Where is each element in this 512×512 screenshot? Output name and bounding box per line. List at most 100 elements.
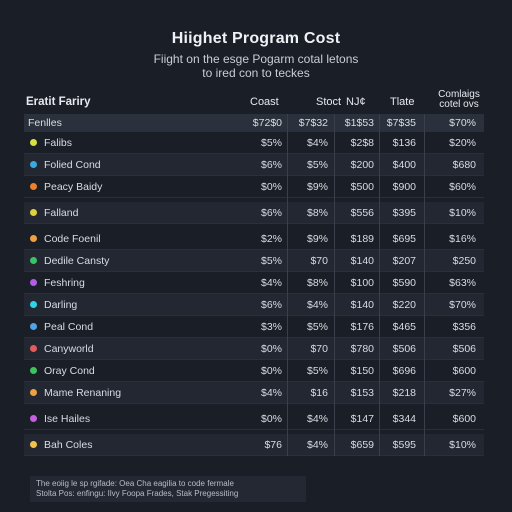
table-cell: $595 [392, 439, 416, 451]
table-row: Code Foenil $2% $9% $189 $695 $16% [24, 228, 484, 250]
row-label: Dedile Cansty [44, 255, 110, 267]
table-cell: $506 [392, 343, 416, 355]
row-label: Peal Cond [44, 321, 94, 333]
row-label: Code Foenil [44, 233, 101, 245]
table-cell: $465 [392, 321, 416, 333]
table-cell: $344 [392, 413, 416, 425]
table-cell: $100 [350, 277, 374, 289]
table-cell: $5% [260, 137, 282, 149]
row-label: Ise Hailes [44, 413, 91, 425]
row-label: Folied Cond [44, 159, 101, 171]
table-cell: $27% [449, 387, 476, 399]
table-cell: $506 [452, 343, 476, 355]
row-label: Darling [44, 299, 78, 311]
table-cell: $600 [452, 413, 476, 425]
table-cell: $680 [452, 159, 476, 171]
table-cell: $556 [350, 207, 374, 219]
table-row: Mame Renaning $4% $16 $153 $218 $27% [24, 382, 484, 404]
series-dot-icon [30, 345, 37, 352]
table-cell: $147 [350, 413, 374, 425]
summary-cell: $70% [449, 117, 476, 129]
table-cell: $16% [449, 233, 476, 245]
table-cell: $9% [306, 181, 328, 193]
column-header-nj: NJ¢ [346, 96, 366, 108]
row-label: Falland [44, 207, 79, 219]
summary-cell: $1$53 [344, 117, 374, 129]
table-cell: $136 [392, 137, 416, 149]
table-body: Falibs $5% $4% $2$8 $136 $20% Folied Cond $6% $5… [24, 132, 484, 456]
table-row: Oray Cond $0% $5% $150 $696 $600 [24, 360, 484, 382]
summary-label: Fenlles [28, 117, 62, 129]
table-cell: $76 [264, 439, 282, 451]
table-cell: $4% [260, 277, 282, 289]
column-header-coast: Coast [250, 96, 279, 108]
table-cell: $900 [392, 181, 416, 193]
table-cell: $0% [260, 413, 282, 425]
footnote-line1: The eoiig le sp rgifade: Oea Cha eagilia… [36, 479, 234, 488]
table-header: Eratit Fariry Coast Stoct NJ¢ Tlate Coml… [24, 86, 484, 114]
table-row: Falibs $5% $4% $2$8 $136 $20% [24, 132, 484, 154]
table-cell: $395 [392, 207, 416, 219]
column-divider [424, 114, 425, 456]
table-cell: $9% [306, 233, 328, 245]
table-cell: $5% [306, 159, 328, 171]
table-cell: $60% [449, 181, 476, 193]
table-cell: $8% [306, 277, 328, 289]
column-header-total: Comlaigs cotel ovs [438, 89, 480, 110]
series-dot-icon [30, 301, 37, 308]
table-cell: $4% [306, 299, 328, 311]
table-cell: $140 [350, 299, 374, 311]
table-cell: $4% [260, 387, 282, 399]
table-cell: $600 [452, 365, 476, 377]
table-cell: $16 [310, 387, 328, 399]
table-cell: $6% [260, 299, 282, 311]
table-cell: $4% [306, 137, 328, 149]
table-row: Folied Cond $6% $5% $200 $400 $680 [24, 154, 484, 176]
table-cell: $2% [260, 233, 282, 245]
table-cell: $5% [260, 255, 282, 267]
table-row: Dedile Cansty $5% $70 $140 $207 $250 [24, 250, 484, 272]
table-cell: $659 [350, 439, 374, 451]
table-cell: $5% [306, 365, 328, 377]
row-label: Oray Cond [44, 365, 95, 377]
summary-cell: $72$0 [252, 117, 282, 129]
table-cell: $8% [306, 207, 328, 219]
series-dot-icon [30, 389, 37, 396]
table-cell: $207 [392, 255, 416, 267]
table-cell: $356 [452, 321, 476, 333]
table-row: Falland $6% $8% $556 $395 $10% [24, 202, 484, 224]
series-dot-icon [30, 323, 37, 330]
table-cell: $695 [392, 233, 416, 245]
column-divider [379, 114, 380, 456]
summary-cell: $7$32 [298, 117, 328, 129]
table-row: Ise Hailes $0% $4% $147 $344 $600 [24, 408, 484, 430]
table-cell: $10% [449, 439, 476, 451]
row-label: Peacy Baidy [44, 181, 103, 193]
table-cell: $0% [260, 365, 282, 377]
column-header-family: Eratit Fariry [26, 96, 91, 108]
table-cell: $400 [392, 159, 416, 171]
table-cell: $200 [350, 159, 374, 171]
table-cell: $140 [350, 255, 374, 267]
table-cell: $218 [392, 387, 416, 399]
table-cell: $2$8 [350, 137, 374, 149]
cost-table: Eratit Fariry Coast Stoct NJ¢ Tlate Coml… [24, 86, 484, 456]
series-dot-icon [30, 257, 37, 264]
column-header-tlate: Tlate [390, 96, 415, 108]
row-label: Bah Coles [44, 439, 93, 451]
table-cell: $70 [310, 255, 328, 267]
table-cell: $0% [260, 181, 282, 193]
series-dot-icon [30, 367, 37, 374]
series-dot-icon [30, 235, 37, 242]
series-dot-icon [30, 441, 37, 448]
table-cell: $590 [392, 277, 416, 289]
row-label: Canyworld [44, 343, 94, 355]
table-row: Canyworld $0% $70 $780 $506 $506 [24, 338, 484, 360]
table-row: Peacy Baidy $0% $9% $500 $900 $60% [24, 176, 484, 198]
table-summary-row: Fenlles $72$0 $7$32 $1$53 $7$35 $70% [24, 114, 484, 132]
footnote: The eoiig le sp rgifade: Oea Cha eagilia… [30, 476, 306, 502]
table-cell: $70 [310, 343, 328, 355]
table-cell: $780 [350, 343, 374, 355]
table-cell: $0% [260, 343, 282, 355]
